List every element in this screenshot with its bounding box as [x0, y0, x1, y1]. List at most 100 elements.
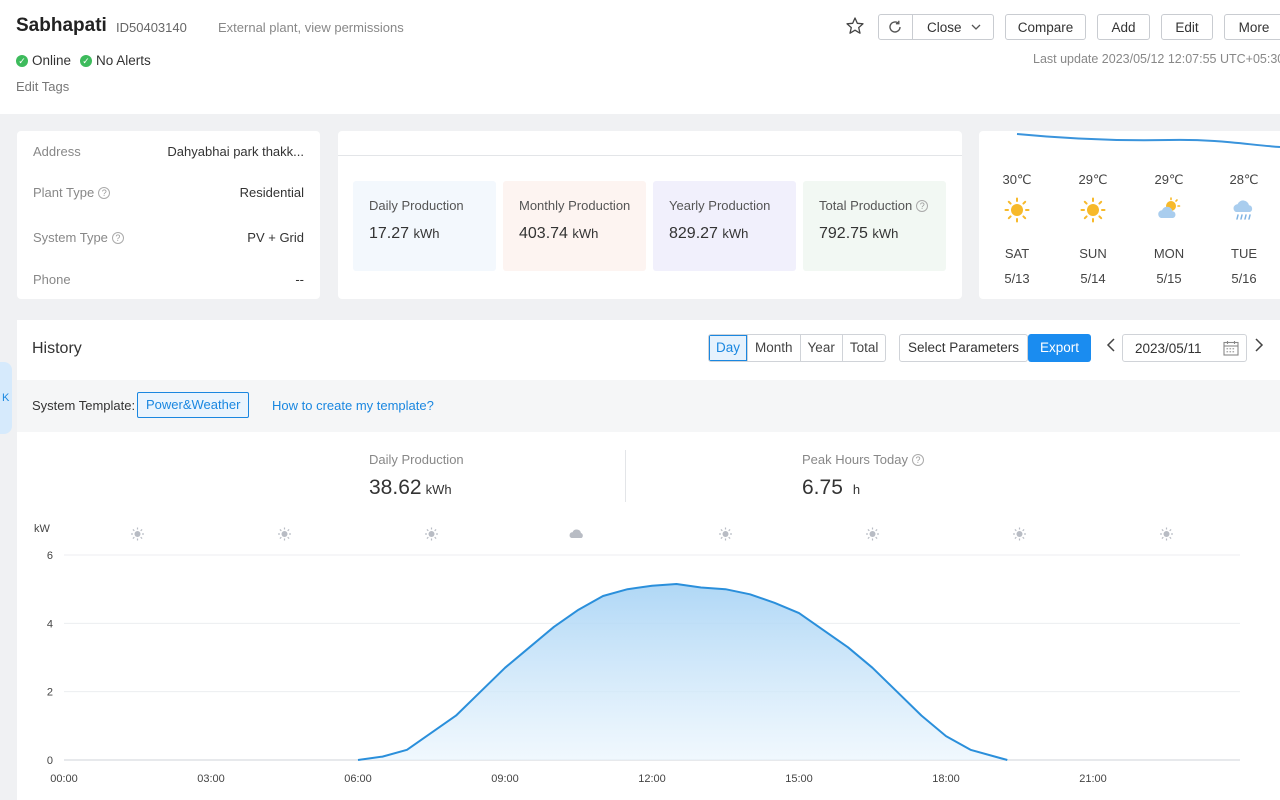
phone-value: -- [295, 272, 304, 287]
sun-icon [425, 527, 438, 541]
monthly-production-number: 403.74 [519, 225, 568, 242]
daily-production-box: Daily Production 17.27 kWh [353, 181, 496, 271]
daily-production-value: 17.27 kWh [369, 225, 480, 243]
period-tabs: Day Month Year Total [708, 334, 887, 362]
date-picker[interactable]: 2023/05/11 [1122, 334, 1247, 362]
partly-cloudy-icon [1139, 192, 1199, 228]
chevron-right-icon[interactable] [1251, 338, 1267, 358]
add-button[interactable]: Add [1097, 14, 1150, 40]
date-value: 2023/05/11 [1135, 341, 1202, 356]
select-parameters-button[interactable]: Select Parameters [899, 334, 1029, 362]
summary-divider [625, 450, 626, 502]
edit-tags-link[interactable]: Edit Tags [16, 79, 70, 94]
refresh-icon[interactable] [887, 19, 903, 35]
help-icon[interactable]: ? [916, 199, 929, 212]
x-tick-label: 15:00 [785, 773, 813, 785]
phone-label: Phone [33, 272, 71, 287]
weather-day-sun: 29℃ SUN 5/14 [1063, 172, 1123, 286]
unit-label: kWh [425, 482, 452, 497]
plant-type-label: Plant Type? [33, 185, 111, 200]
x-tick-label: 00:00 [50, 773, 78, 785]
help-icon[interactable]: ? [98, 186, 111, 199]
create-template-link[interactable]: How to create my template? [272, 398, 434, 413]
last-update: Last update 2023/05/12 12:07:55 UTC+05:3… [1033, 52, 1280, 66]
compare-button[interactable]: Compare [1005, 14, 1086, 40]
sun-icon [1160, 527, 1173, 541]
plant-info-card: Address Dahyabhai park thakk... Plant Ty… [17, 131, 320, 299]
sun-icon [866, 527, 879, 541]
sun-icon [1013, 527, 1026, 541]
close-dropdown[interactable]: Close [878, 14, 994, 40]
plant-id: ID50403140 [116, 20, 187, 35]
button-divider [912, 14, 913, 40]
tab-year[interactable]: Year [801, 335, 843, 361]
summary-daily-value: 38.62 kWh [369, 476, 452, 500]
monthly-production-label: Monthly Production [519, 198, 631, 213]
sun-icon [1063, 192, 1123, 228]
y-axis-label: kW [34, 523, 51, 535]
tab-day[interactable]: Day [709, 335, 749, 361]
template-chip[interactable]: Power&Weather [137, 392, 250, 418]
y-tick-label: 4 [47, 618, 53, 630]
history-panel: History Day Month Year Total Select Para… [17, 320, 1280, 800]
system-type-value: PV + Grid [247, 230, 304, 245]
calendar-icon[interactable] [1223, 340, 1239, 356]
plant-header: Sabhapati ID50403140 External plant, vie… [0, 0, 1280, 114]
phone-row: Phone -- [33, 272, 304, 287]
edit-button[interactable]: Edit [1161, 14, 1213, 40]
tab-month[interactable]: Month [748, 335, 801, 361]
summary-daily-number: 38.62 [369, 476, 422, 499]
total-production-box: Total Production? 792.75 kWh [803, 181, 946, 271]
weather-day: MON [1153, 246, 1185, 261]
summary-peak-label: Peak Hours Today? [802, 452, 924, 467]
export-button[interactable]: Export [1028, 334, 1091, 362]
side-collapse-tab[interactable]: K [0, 362, 12, 434]
weather-day: SAT [1004, 246, 1030, 261]
help-icon[interactable]: ? [912, 453, 924, 466]
weather-day: TUE [1231, 246, 1257, 261]
power-series-line [357, 583, 1008, 761]
tab-total[interactable]: Total [849, 340, 879, 355]
online-status: ✓ Online [16, 53, 71, 68]
rain-icon [1214, 192, 1274, 228]
sun-icon [278, 527, 291, 541]
yearly-production-box: Yearly Production 829.27 kWh [653, 181, 796, 271]
star-icon[interactable] [845, 16, 865, 36]
history-title: History [32, 340, 82, 357]
x-tick-label: 21:00 [1079, 773, 1107, 785]
plant-permission-note: External plant, view permissions [218, 20, 404, 35]
total-production-number: 792.75 [819, 225, 868, 242]
unit-label: kWh [872, 226, 899, 241]
card-divider [338, 155, 962, 156]
template-label: System Template: [32, 398, 136, 413]
unit-label: h [852, 482, 861, 497]
help-icon[interactable]: ? [111, 231, 124, 244]
check-circle-icon: ✓ [80, 54, 92, 67]
sun-icon [131, 527, 144, 541]
cloud-icon [569, 529, 583, 538]
online-label: Online [32, 53, 72, 68]
address-row: Address Dahyabhai park thakk... [33, 144, 304, 159]
y-tick-label: 2 [47, 687, 53, 699]
y-tick-label: 6 [47, 550, 53, 562]
summary-daily-label: Daily Production [369, 452, 464, 467]
weather-day: SUN [1079, 246, 1107, 261]
yearly-production-label: Yearly Production [669, 198, 771, 213]
chevron-left-icon[interactable] [1103, 338, 1119, 358]
y-tick-label: 0 [47, 755, 53, 767]
plant-type-value: Residential [239, 185, 304, 200]
x-tick-label: 03:00 [197, 773, 225, 785]
weather-card [979, 131, 1280, 299]
x-tick-label: 09:00 [491, 773, 519, 785]
more-button[interactable]: More [1224, 14, 1280, 40]
weather-day-sat: 30℃ SAT 5/13 [987, 172, 1047, 286]
daily-production-number: 17.27 [369, 225, 410, 242]
address-label: Address [33, 144, 81, 159]
system-type-label: System Type? [33, 230, 124, 245]
summary-peak-value: 6.75 h [802, 476, 860, 500]
total-production-value: 792.75 kWh [819, 225, 930, 243]
check-circle-icon: ✓ [16, 54, 28, 67]
total-production-label: Total Production? [819, 198, 930, 213]
template-bar: System Template: Power&Weather How to cr… [17, 380, 1280, 432]
sun-icon [719, 527, 732, 541]
